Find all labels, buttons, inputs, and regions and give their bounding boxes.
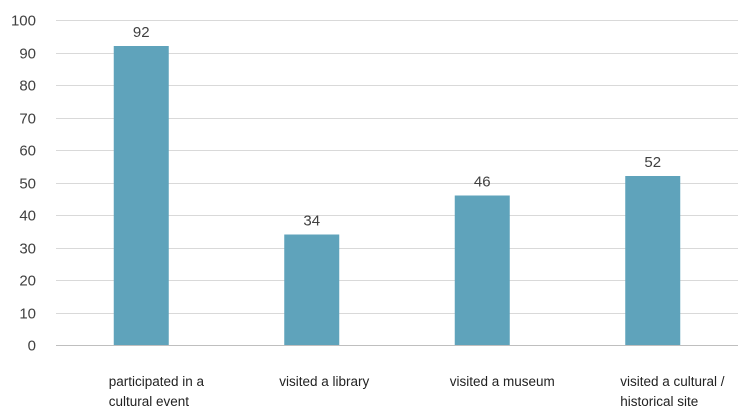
- category-label-line: visited a museum: [450, 374, 555, 389]
- y-tick-label: 40: [19, 208, 36, 225]
- gridlines: [56, 20, 738, 346]
- y-tick-label: 60: [19, 143, 36, 160]
- y-tick-label: 80: [19, 78, 36, 95]
- category-label-line: cultural event: [109, 394, 190, 409]
- category-label: visited a cultural / historical site: [620, 374, 725, 409]
- y-tick-label: 100: [11, 13, 36, 30]
- category-label-line: participated in a: [109, 374, 205, 389]
- bar: [625, 176, 681, 345]
- y-tick-label: 30: [19, 241, 36, 258]
- category-label: visited a museum: [450, 374, 555, 389]
- category-label-line: visited a cultural /: [620, 374, 725, 389]
- y-tick-label: 0: [28, 338, 36, 355]
- y-tick-label: 90: [19, 46, 36, 63]
- y-tick-label: 10: [19, 306, 36, 323]
- category-label-line: visited a library: [279, 374, 369, 389]
- data-label: 34: [303, 213, 320, 230]
- bar: [113, 46, 169, 345]
- category-label-line: historical site: [620, 394, 698, 409]
- y-tick-label: 50: [19, 176, 36, 193]
- bars: [113, 46, 681, 345]
- x-axis-categories: participated in a cultural event visited a…: [109, 374, 725, 409]
- data-label: 46: [474, 174, 491, 191]
- data-label: 92: [133, 24, 150, 41]
- bar: [454, 195, 510, 345]
- y-tick-label: 70: [19, 111, 36, 128]
- category-label: participated in a cultural event: [109, 374, 205, 409]
- data-labels: 92 34 46 52: [133, 24, 661, 230]
- bar: [284, 234, 340, 345]
- y-axis-ticks: 0 10 20 30 40 50 60 70 80 90 100: [11, 13, 36, 355]
- y-tick-label: 20: [19, 273, 36, 290]
- data-label: 52: [644, 154, 661, 171]
- category-label: visited a library: [279, 374, 369, 389]
